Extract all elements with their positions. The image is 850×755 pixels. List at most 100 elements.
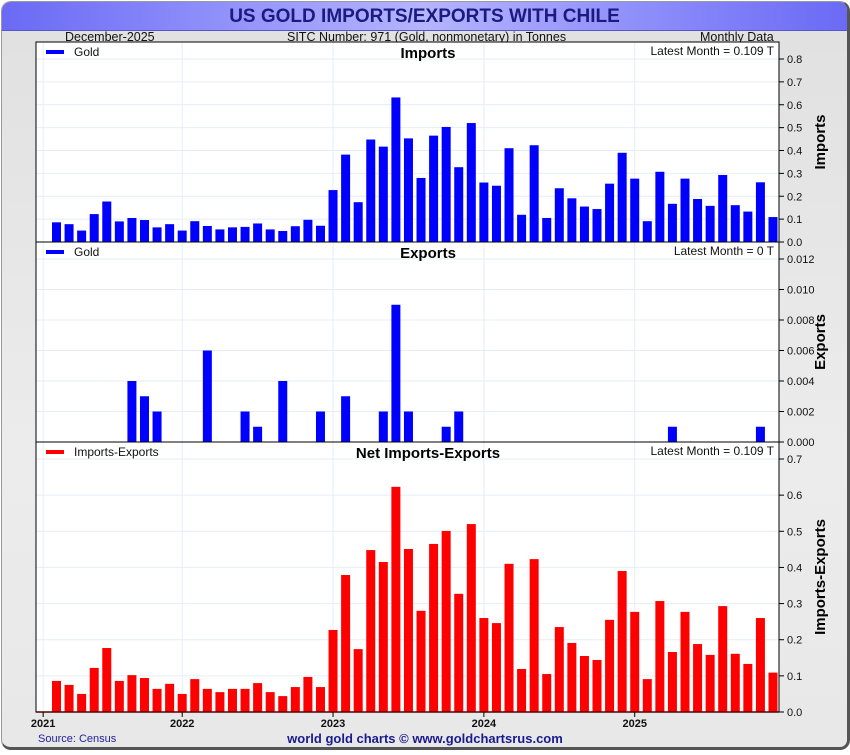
legend-swatch: [46, 450, 64, 454]
bar: [617, 152, 627, 242]
bar: [441, 530, 451, 712]
legend-swatch: [46, 50, 64, 54]
bar: [705, 205, 715, 242]
y-axis-label: Imports: [812, 114, 829, 169]
bar: [227, 227, 237, 242]
bar: [667, 652, 677, 712]
panel-title: Net Imports-Exports: [356, 445, 500, 462]
bar: [177, 693, 187, 712]
y-tick-label: 0.004: [787, 376, 815, 388]
y-tick-label: 0.6: [787, 490, 802, 502]
bar: [64, 684, 74, 712]
bar: [491, 185, 501, 242]
bar: [290, 687, 300, 712]
bar: [89, 214, 99, 242]
bar: [328, 629, 338, 712]
bar: [303, 676, 313, 712]
bar: [504, 148, 514, 242]
bar: [278, 381, 288, 442]
bar: [441, 426, 451, 442]
bar: [378, 146, 388, 242]
y-tick-label: 0.7: [787, 77, 802, 89]
bar: [240, 688, 250, 712]
bar: [567, 198, 577, 242]
y-axis-label: Exports: [812, 314, 829, 370]
bar: [240, 226, 250, 242]
bar: [680, 178, 690, 242]
bar: [592, 659, 602, 712]
y-tick-label: 0.7: [787, 454, 802, 466]
bar: [290, 226, 300, 242]
bar: [341, 575, 351, 712]
bar: [366, 550, 376, 712]
y-tick-label: 0.000: [787, 437, 815, 449]
y-tick-label: 0.3: [787, 168, 802, 180]
legend-label: Gold: [74, 45, 99, 59]
bar: [177, 230, 187, 242]
legend-label: Gold: [74, 245, 99, 259]
bar: [202, 350, 212, 442]
y-tick-label: 0.6: [787, 100, 802, 112]
bar: [391, 304, 401, 442]
bar: [630, 611, 640, 712]
bar: [680, 611, 690, 712]
latest-month-label: Latest Month = 0.109 T: [650, 44, 774, 58]
plot-border: [35, 441, 780, 713]
bar: [667, 426, 677, 442]
bar: [768, 672, 778, 712]
bar: [378, 562, 388, 712]
bar: [542, 674, 552, 712]
y-tick-label: 0.002: [787, 407, 815, 419]
bar: [341, 396, 351, 442]
bar: [755, 426, 765, 442]
bar: [630, 178, 640, 242]
bar: [579, 655, 589, 712]
y-tick-label: 0.1: [787, 214, 802, 226]
bar: [77, 693, 87, 712]
bar: [341, 154, 351, 242]
bar: [202, 688, 212, 712]
bar: [617, 571, 627, 712]
bar: [265, 692, 275, 712]
bar: [127, 217, 137, 242]
bar: [567, 642, 577, 712]
x-tick-label: 2021: [31, 718, 55, 730]
bar: [328, 190, 338, 242]
bar: [303, 219, 313, 242]
bar: [655, 601, 665, 712]
copyright-label: world gold charts © www.goldchartsrus.co…: [287, 731, 563, 746]
bar: [278, 696, 288, 712]
bar: [102, 648, 112, 712]
x-tick-label: 2025: [622, 718, 646, 730]
bar: [265, 229, 275, 242]
y-tick-label: 0.2: [787, 635, 802, 647]
bar: [227, 688, 237, 712]
bar: [165, 683, 175, 712]
latest-month-label: Latest Month = 0.109 T: [650, 444, 774, 458]
bar: [642, 679, 652, 712]
bar: [77, 230, 87, 242]
y-tick-label: 0.0: [787, 707, 802, 719]
bar: [152, 227, 162, 242]
bar: [554, 627, 564, 712]
bar: [190, 221, 200, 242]
bar: [454, 411, 464, 442]
bar: [127, 675, 137, 712]
y-tick-label: 0.8: [787, 54, 802, 66]
bar: [730, 205, 740, 242]
x-tick-label: 2022: [170, 718, 194, 730]
bar: [718, 606, 728, 712]
y-tick-label: 0.012: [787, 254, 815, 266]
bar: [454, 167, 464, 242]
chart-title: US GOLD IMPORTS/EXPORTS WITH CHILE: [229, 6, 620, 27]
bar: [479, 182, 489, 242]
bar: [89, 667, 99, 712]
bar: [253, 223, 263, 242]
bar: [391, 97, 401, 243]
y-tick-label: 0.4: [787, 562, 802, 574]
plot-background: [36, 242, 779, 442]
bar: [655, 171, 665, 242]
bar: [605, 183, 615, 242]
